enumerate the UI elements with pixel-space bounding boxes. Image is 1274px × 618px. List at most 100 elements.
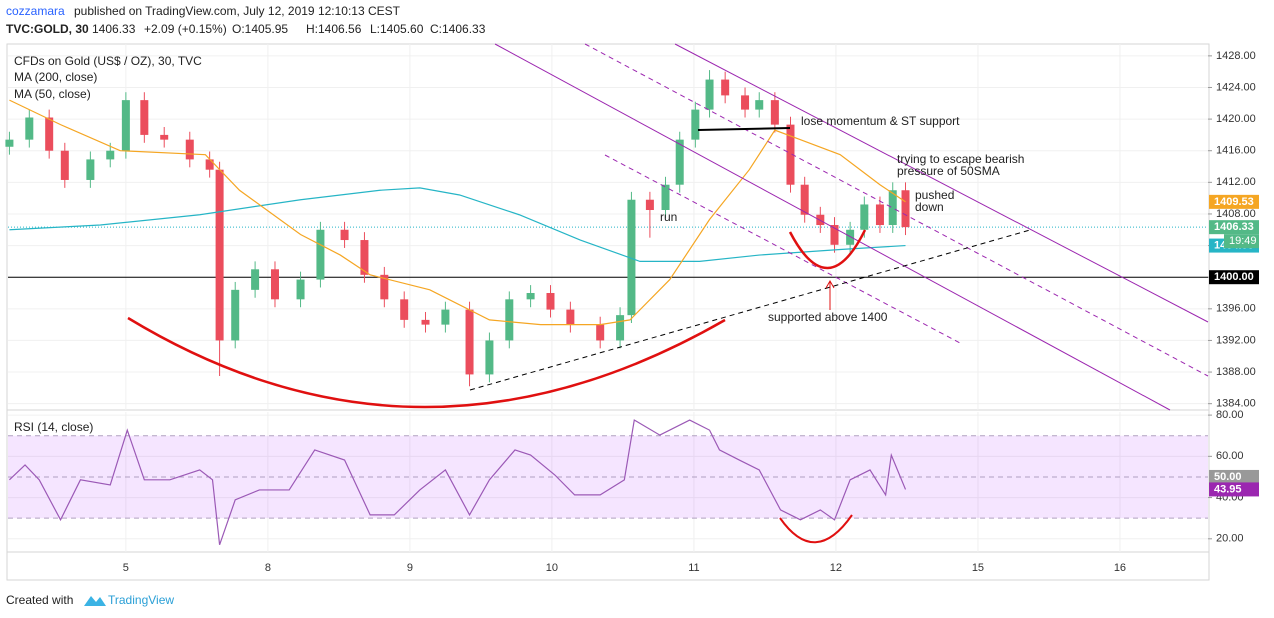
y-tick-label: 1428.00 <box>1216 50 1256 62</box>
low: L:1405.60 <box>370 22 424 36</box>
candle-body <box>400 299 409 320</box>
candle-body <box>830 225 839 245</box>
change: +2.09 (+0.15%) <box>144 22 227 36</box>
y-tick-label: 20.00 <box>1216 533 1244 545</box>
candle-body <box>645 199 654 211</box>
high: H:1406.56 <box>306 22 362 36</box>
price-label-box <box>1209 194 1259 209</box>
candle-body <box>596 324 605 341</box>
candle-body <box>360 240 369 275</box>
x-tick-label: 5 <box>123 562 129 574</box>
countdown: 19:49 <box>1229 235 1257 247</box>
price-label: 50.00 <box>1214 471 1242 483</box>
price-label-box <box>1209 270 1259 285</box>
plot: 1384.001388.001392.001396.001400.001404.… <box>5 44 1256 552</box>
published: published on TradingView.com, July 12, 2… <box>74 4 401 18</box>
y-tick-label: 80.00 <box>1216 409 1244 421</box>
candle-body <box>121 100 130 151</box>
y-tick-label: 1396.00 <box>1216 303 1256 315</box>
candle-body <box>860 204 869 230</box>
countdown-box <box>1224 234 1259 249</box>
drawings <box>127 43 1209 544</box>
annotation: lose momentum & ST support <box>801 114 960 128</box>
candle-body <box>160 134 169 140</box>
candle-body <box>296 279 305 300</box>
candle-body <box>546 293 555 310</box>
line-series <box>9 187 906 262</box>
author[interactable]: cozzamara <box>6 4 65 18</box>
annotation: run <box>660 210 677 224</box>
x-tick-label: 11 <box>688 562 699 574</box>
y-tick-label: 60.00 <box>1216 450 1244 462</box>
candle-body <box>45 117 54 151</box>
candle-body <box>205 159 214 170</box>
close: C:1406.33 <box>430 22 486 36</box>
annotation: trying to escape bearish <box>897 152 1024 166</box>
candle-body <box>340 229 349 241</box>
candle-body <box>786 124 795 185</box>
line-series <box>9 419 907 545</box>
candle-body <box>800 184 809 215</box>
y-tick-label: 1412.00 <box>1216 176 1256 188</box>
y-tick-label: 1384.00 <box>1216 398 1256 410</box>
annotation: pressure of 50SMA <box>897 164 1000 178</box>
price-label-box <box>1209 482 1259 497</box>
open: O:1405.95 <box>232 22 288 36</box>
candle-body <box>875 204 884 226</box>
candle-body <box>465 309 474 375</box>
candle-body <box>741 95 750 110</box>
frame <box>6 43 1210 581</box>
legend-ma200: MA (200, close) <box>14 70 97 84</box>
logo <box>84 596 106 606</box>
symbol: TVC:GOLD, 30 <box>6 22 89 36</box>
y-tick-label: 1408.00 <box>1216 208 1256 220</box>
line-series <box>9 99 906 326</box>
candle-body <box>421 319 430 325</box>
annotation: supported above 1400 <box>768 310 888 324</box>
y-tick-label: 1388.00 <box>1216 366 1256 378</box>
price-label: 1400.00 <box>1214 271 1254 283</box>
candle-body <box>215 169 224 341</box>
candle-body <box>616 315 625 341</box>
footer-brand[interactable]: TradingView <box>108 593 174 607</box>
candle-body <box>270 269 279 300</box>
x-tick-label: 8 <box>265 562 271 574</box>
last-price: 1406.33 <box>92 22 136 36</box>
candle-body <box>691 109 700 140</box>
candle-body <box>770 100 779 125</box>
candle-body <box>627 199 636 316</box>
annotation: down <box>915 200 944 214</box>
footer-created: Created with <box>6 593 73 607</box>
y-tick-label: 1420.00 <box>1216 113 1256 125</box>
candle-body <box>755 100 764 110</box>
candle-body <box>705 79 714 110</box>
x-tick-label: 16 <box>1114 562 1126 574</box>
candle-body <box>888 190 897 226</box>
candle-body <box>441 309 450 325</box>
candle-body <box>185 139 194 160</box>
candle-body <box>251 269 260 290</box>
x-tick-label: 10 <box>546 562 558 574</box>
legend-rsi: RSI (14, close) <box>14 420 93 434</box>
price-label: 43.95 <box>1214 483 1242 495</box>
x-tick-label: 15 <box>972 562 984 574</box>
candle-body <box>60 150 69 180</box>
x-tick-label: 12 <box>830 562 842 574</box>
candle-body <box>25 117 34 140</box>
candle-body <box>231 289 240 341</box>
candle-body <box>505 299 514 341</box>
annotation: pushed <box>915 188 954 202</box>
legend-ma50: MA (50, close) <box>14 87 91 101</box>
price-label-box <box>1209 469 1259 484</box>
candle-body <box>485 340 494 375</box>
candle-body <box>901 190 910 228</box>
y-tick-label: 1416.00 <box>1216 145 1256 157</box>
price-label: 1406.33 <box>1214 221 1254 233</box>
candle-body <box>106 150 115 160</box>
candle-body <box>846 229 855 245</box>
y-tick-label: 1424.00 <box>1216 81 1256 93</box>
candle-body <box>86 159 95 180</box>
x-tick-label: 9 <box>407 562 413 574</box>
candle-body <box>5 139 14 147</box>
